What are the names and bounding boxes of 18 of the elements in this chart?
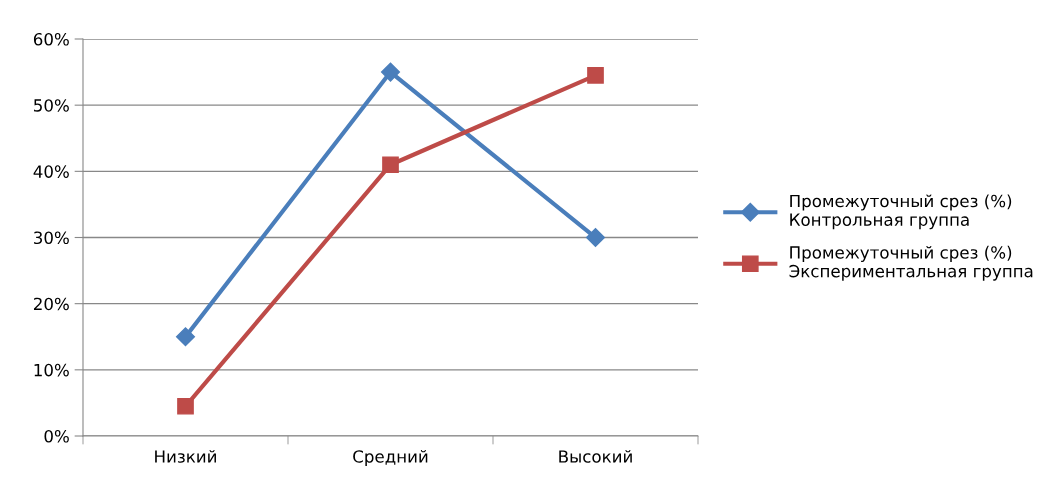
x-tick-label: Низкий xyxy=(155,449,216,463)
point xyxy=(382,156,399,174)
point xyxy=(177,397,194,415)
y-tick-label: 10% xyxy=(34,363,69,377)
point xyxy=(587,67,604,84)
y-tick-label: 0% xyxy=(44,429,69,443)
point xyxy=(380,62,401,82)
point xyxy=(585,227,606,248)
legend-label: Промежуточный срез (%) Экспериментальная группа xyxy=(789,245,1033,281)
y-tick-label: 60% xyxy=(33,32,69,46)
x-tick-label: Средний xyxy=(353,449,428,467)
point xyxy=(175,327,196,347)
y-tick-label: 40% xyxy=(33,165,69,178)
legend-label: Промежуточный срез (%) Контрольная группа xyxy=(790,194,1012,230)
x-tick-label: Высокий xyxy=(559,449,632,463)
y-tick-label: 50% xyxy=(34,99,69,112)
y-tick-label: 30% xyxy=(34,231,69,245)
y-tick-label: 20% xyxy=(33,297,69,311)
